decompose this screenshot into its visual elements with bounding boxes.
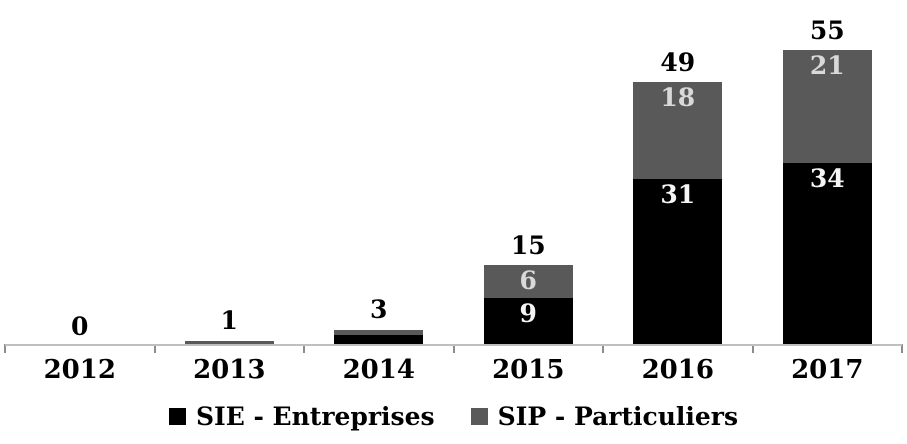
legend-label-sip: SIP - Particuliers — [497, 402, 739, 431]
x-axis-label-2017: 2017 — [791, 355, 864, 385]
total-value-label: 15 — [510, 230, 546, 260]
x-axis-label-2015: 2015 — [492, 355, 565, 385]
category-column-2014: 3 2014 — [304, 0, 454, 444]
bar-segment-sip-2017: 21 — [782, 50, 872, 164]
legend-item-sie-entreprises: SIE - Entreprises — [168, 402, 435, 431]
category-column-2015: 9 6 15 2015 — [454, 0, 604, 444]
total-value-label: 0 — [71, 311, 89, 341]
x-axis-tick — [153, 344, 156, 353]
bar-segment-sie-2014 — [334, 335, 424, 346]
bar-segment-sip-2014 — [334, 329, 424, 336]
legend-swatch-sie-icon — [168, 408, 186, 426]
x-axis-tick — [4, 344, 6, 353]
bar-segment-sie-2016: 31 — [633, 179, 723, 346]
x-axis-label-2013: 2013 — [193, 355, 266, 385]
x-axis-tick — [452, 344, 455, 353]
x-axis-tick — [303, 344, 305, 353]
x-axis-tick — [751, 344, 754, 353]
legend: SIE - Entreprises SIP - Particuliers — [0, 403, 907, 431]
x-axis-tick — [602, 344, 604, 353]
segment-value-label: 21 — [809, 51, 845, 81]
legend-item-sip-particuliers: SIP - Particuliers — [470, 402, 739, 431]
bar-segment-sip-2015: 6 — [483, 265, 573, 298]
category-column-2017: 34 21 55 2017 — [753, 0, 903, 444]
segment-value-label: 18 — [660, 83, 696, 113]
bar-segment-sip-2016: 18 — [633, 82, 723, 180]
segment-value-label: 31 — [660, 180, 696, 210]
x-axis-label-2014: 2014 — [342, 355, 415, 385]
total-value-label: 3 — [370, 295, 388, 325]
x-axis-line — [5, 344, 902, 346]
bar-segment-sip-2013 — [184, 340, 274, 346]
legend-label-sie: SIE - Entreprises — [195, 402, 435, 431]
segment-value-label: 6 — [519, 266, 537, 296]
bar-segment-sie-2015: 9 — [483, 297, 573, 346]
total-value-label: 1 — [220, 306, 238, 336]
x-axis-label-2016: 2016 — [641, 355, 714, 385]
x-axis-label-2012: 2012 — [43, 355, 116, 385]
x-axis-tick — [901, 344, 903, 353]
category-column-2013: 1 2013 — [155, 0, 305, 444]
bar-segment-sie-2017: 34 — [782, 163, 872, 346]
legend-swatch-sip-icon — [470, 408, 488, 426]
total-value-label: 49 — [660, 47, 696, 77]
category-column-2016: 31 18 49 2016 — [603, 0, 753, 444]
segment-value-label: 34 — [809, 164, 845, 194]
category-column-2012: 0 2012 — [5, 0, 155, 444]
total-value-label: 55 — [809, 15, 845, 45]
segment-value-label: 9 — [519, 298, 537, 328]
